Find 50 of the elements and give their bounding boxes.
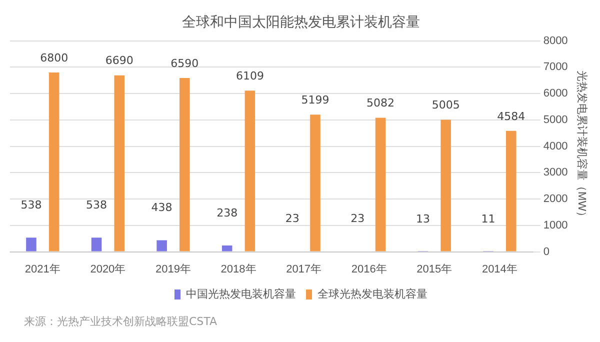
x-tick-label: 2017年 — [286, 263, 322, 276]
legend-label: 中国光热发电装机容量 — [186, 288, 296, 301]
bar — [180, 78, 190, 252]
legend-label: 全球光热发电装机容量 — [318, 288, 428, 301]
bar — [156, 240, 167, 252]
x-tick-label: 2021年 — [24, 263, 60, 276]
data-label: 538 — [86, 198, 108, 212]
bar — [26, 238, 36, 252]
y-tick-label: 4000 — [543, 140, 568, 152]
data-label: 11 — [481, 212, 496, 226]
data-label: 5199 — [301, 94, 330, 107]
data-label: 4584 — [497, 110, 526, 123]
x-tick-label: 2015年 — [416, 263, 452, 276]
data-label: 6800 — [40, 51, 68, 64]
y-tick-label: 0 — [543, 246, 550, 258]
bar — [506, 130, 516, 252]
bar — [440, 120, 451, 252]
chart-title: 全球和中国太阳能热发电累计装机容量 — [182, 13, 420, 30]
y-tick-label: 6000 — [543, 88, 568, 100]
data-label: 5082 — [366, 96, 395, 110]
bar — [375, 118, 386, 252]
x-tick-label: 2019年 — [155, 263, 191, 276]
data-label: 438 — [151, 201, 172, 214]
bar — [244, 90, 256, 252]
data-label: 23 — [285, 212, 300, 226]
data-label: 6690 — [105, 54, 134, 68]
data-label: 538 — [20, 198, 42, 212]
y-tick-label: 5000 — [543, 114, 568, 126]
x-tick-label: 2018年 — [220, 263, 256, 276]
source-note: 来源：光热产业技术创新战略联盟CSTA — [24, 314, 218, 329]
data-label: 13 — [416, 212, 430, 226]
y-tick-label: 8000 — [543, 34, 568, 47]
x-tick-label: 2014年 — [482, 263, 518, 276]
bar — [91, 238, 102, 252]
data-label: 6109 — [236, 70, 264, 83]
data-label: 6590 — [170, 56, 199, 70]
data-label: 238 — [216, 206, 238, 220]
bar — [114, 75, 125, 252]
y-tick-label: 2000 — [543, 193, 568, 206]
bar — [222, 246, 232, 252]
y-tick-label: 3000 — [543, 166, 568, 179]
data-label: 23 — [350, 212, 365, 226]
data-label: 5005 — [432, 98, 460, 112]
y-tick-label: 1000 — [543, 219, 568, 232]
bar — [310, 114, 320, 252]
bar — [48, 72, 60, 252]
x-tick-label: 2016年 — [351, 263, 387, 276]
y-tick-label: 7000 — [543, 61, 568, 74]
x-tick-label: 2020年 — [90, 263, 126, 276]
y-axis-title: 光热发电累计装机容量（MW） — [575, 70, 588, 222]
